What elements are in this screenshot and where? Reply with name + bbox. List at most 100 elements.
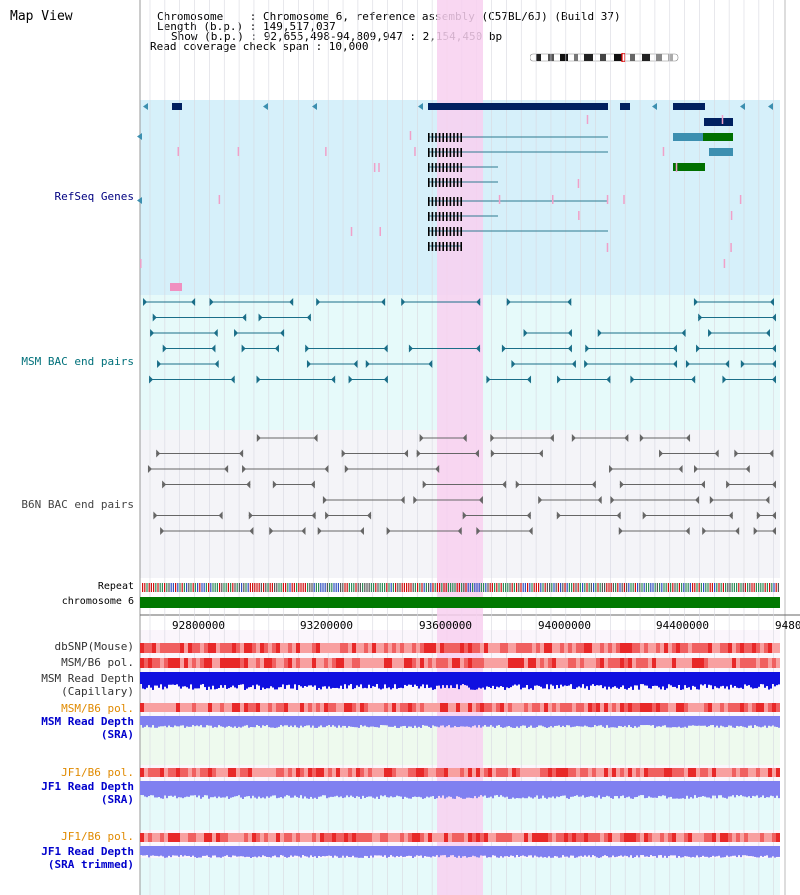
msm-sra-depth-bar <box>432 716 434 726</box>
msm-pol2-heat <box>628 703 632 712</box>
jf1-trim-depth-bar <box>208 846 210 857</box>
msm-pol2-heat <box>404 703 408 712</box>
msm-sra-depth-bar <box>282 716 284 727</box>
msm-capillary-depth-bar <box>396 672 398 689</box>
msm-pol2-heat <box>172 703 176 712</box>
msm-sra-depth-bar <box>584 716 586 726</box>
msm-sra-depth-bar <box>484 716 486 726</box>
msm-pol-heat <box>360 658 364 668</box>
msm-pol-heat <box>148 658 152 668</box>
jf1-pol2-heat <box>356 833 360 842</box>
track-label-jf1-depth-sra[interactable]: JF1 Read Depth <box>41 780 134 793</box>
jf1-sra-depth-bar <box>404 781 406 797</box>
jf1-trim-depth-bar <box>534 846 536 856</box>
jf1-sra-depth-bar <box>758 781 760 798</box>
msm-capillary-depth-bar <box>326 672 328 689</box>
track-label-msm-b6-pol-2[interactable]: MSM/B6 pol. <box>61 702 134 715</box>
exon-mark <box>442 133 444 142</box>
jf1-trim-depth-bar <box>582 846 584 857</box>
msm-capillary-depth-bar <box>296 672 298 690</box>
track-label-msm-depth-capillary[interactable]: MSM Read Depth <box>41 672 134 685</box>
jf1-sra-depth-bar <box>660 781 662 797</box>
b6n-bac-end <box>416 449 421 458</box>
jf1-pol-heat <box>516 768 520 777</box>
track-label-jf1-b6-pol[interactable]: JF1/B6 pol. <box>61 766 134 779</box>
jf1-sra-depth-bar <box>232 781 234 798</box>
msm-capillary-depth-bar <box>270 672 272 687</box>
jf1-trim-depth-bar <box>704 846 706 857</box>
track-label-repeat[interactable]: Repeat <box>97 581 134 592</box>
track-label-jf1-depth-trimmed[interactable]: JF1 Read Depth <box>41 845 134 858</box>
msm-sra-depth-bar <box>238 716 240 727</box>
msm-pol-heat <box>372 658 376 668</box>
jf1-sra-depth-bar <box>438 781 440 796</box>
b6n-bac-end <box>735 527 740 535</box>
track-label-msm-bac[interactable]: MSM BAC end pairs <box>21 355 134 368</box>
msm-capillary-depth-bar <box>346 672 348 689</box>
msm-capillary-depth-bar <box>190 672 192 685</box>
jf1-sra-depth-bar <box>668 781 670 798</box>
jf1-trim-depth-bar <box>490 846 492 858</box>
jf1-pol-heat <box>456 768 460 777</box>
msm-sra-depth-bar <box>712 716 714 726</box>
jf1-trim-depth-bar <box>456 846 458 858</box>
msm-capillary-depth-bar <box>468 672 470 688</box>
msm-capillary-depth-bar <box>676 672 678 689</box>
msm-capillary-depth-bar <box>510 672 512 688</box>
repeat-mark <box>546 583 548 592</box>
repeat-mark <box>522 583 524 592</box>
msm-pol-heat <box>576 658 580 668</box>
jf1-sra-depth-bar <box>596 781 598 798</box>
msm-capillary-depth-bar <box>658 672 660 688</box>
msm-sra-depth-bar <box>752 716 754 728</box>
jf1-trim-depth-bar <box>718 846 720 856</box>
repeat-mark <box>282 583 284 592</box>
jf1-trim-depth-bar <box>396 846 398 857</box>
b6n-bac-end <box>745 465 750 473</box>
track-label-msm-b6-pol[interactable]: MSM/B6 pol. <box>61 656 134 669</box>
msm-pol2-heat <box>752 703 756 712</box>
track-label-msm-depth-sra[interactable]: MSM Read Depth <box>41 715 134 728</box>
track-label-dbsnp[interactable]: dbSNP(Mouse) <box>54 640 134 653</box>
msm-pol2-heat <box>248 703 252 712</box>
track-label-chromosome[interactable]: chromosome 6 <box>61 596 134 607</box>
msm-sra-depth-bar <box>292 716 294 728</box>
jf1-trim-depth-bar <box>292 846 294 857</box>
jf1-pol2-heat <box>592 833 596 842</box>
msm-sra-depth-bar <box>328 716 330 726</box>
msm-bac-end <box>571 360 576 368</box>
b6n-bac-end <box>322 496 327 504</box>
b6n-bac-end <box>538 496 543 504</box>
jf1-trim-depth-bar <box>708 846 710 858</box>
jf1-sra-depth-bar <box>762 781 764 796</box>
msm-pol2-heat <box>760 703 764 712</box>
msm-capillary-depth-bar <box>470 672 472 690</box>
track-label-refseq[interactable]: RefSeq Genes <box>54 190 134 203</box>
msm-bac-end <box>567 329 572 337</box>
repeat-mark <box>637 583 639 592</box>
msm-pol-heat <box>516 658 520 668</box>
jf1-pol-heat <box>464 768 468 777</box>
msm-sra-depth-bar <box>316 716 318 728</box>
track-label-b6n-bac[interactable]: B6N BAC end pairs <box>21 498 134 511</box>
msm-capillary-depth-bar <box>586 672 588 687</box>
msm-capillary-depth-bar <box>624 672 626 689</box>
repeat-mark <box>709 583 711 592</box>
jf1-trim-depth-bar <box>514 846 516 858</box>
repeat-mark <box>142 583 144 592</box>
jf1-sra-depth-bar <box>204 781 206 796</box>
msm-pol-heat <box>528 658 532 668</box>
msm-capillary-depth-bar <box>448 672 450 689</box>
jf1-sra-depth-bar <box>608 781 610 797</box>
jf1-trim-depth-bar <box>580 846 582 856</box>
jf1-pol2-heat <box>692 833 696 842</box>
jf1-sra-depth-bar <box>742 781 744 797</box>
jf1-pol-heat <box>652 768 656 777</box>
msm-bac-end <box>681 329 686 337</box>
msm-sra-depth-bar <box>464 716 466 727</box>
jf1-trim-depth-bar <box>366 846 368 857</box>
msm-capillary-depth-bar <box>664 672 666 690</box>
track-label-jf1-b6-pol-2[interactable]: JF1/B6 pol. <box>61 830 134 843</box>
jf1-sra-depth-bar <box>564 781 566 796</box>
